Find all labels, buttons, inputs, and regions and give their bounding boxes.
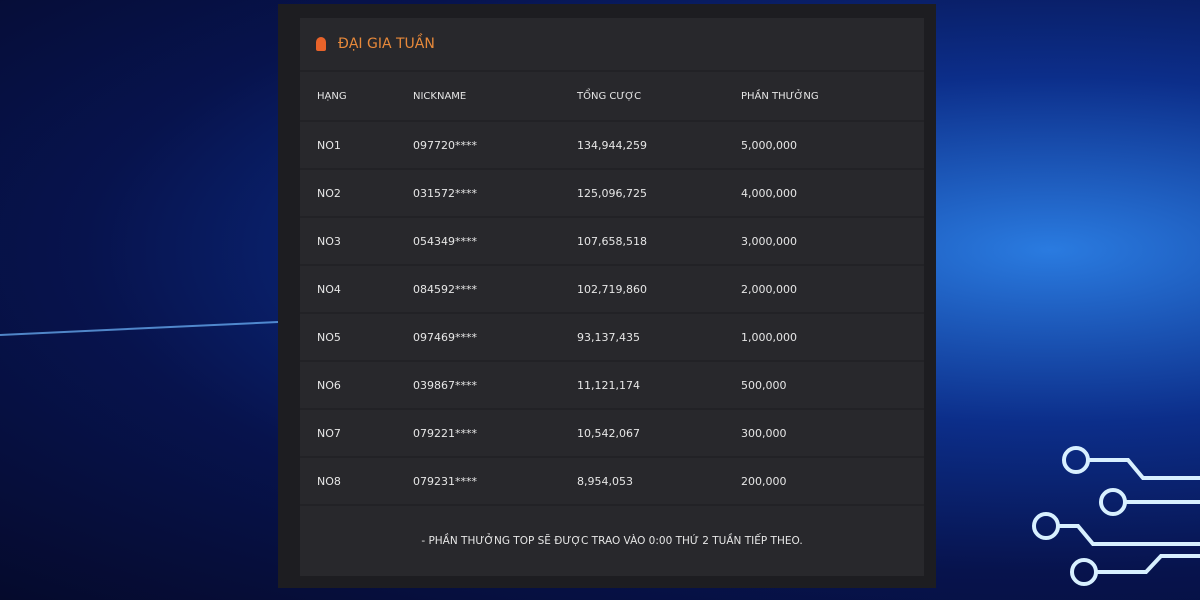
cell: 2,000,000 — [741, 282, 797, 296]
table-row: NO6 039867**** 11,121,174 500,000 — [300, 362, 924, 410]
title: ĐẠI GIA TUẦN — [338, 36, 435, 52]
cell: 107,658,518 — [577, 234, 647, 248]
table-row: NO5 097469**** 93,137,435 1,000,000 — [300, 314, 924, 362]
cell: 8,954,053 — [577, 474, 633, 488]
cell: 10,542,067 — [577, 426, 640, 440]
cell: 084592**** — [413, 282, 477, 296]
header: ĐẠI GIA TUẦN — [300, 18, 924, 72]
table-row: NO8 079231**** 8,954,053 200,000 — [300, 458, 924, 506]
cell: 097469**** — [413, 330, 477, 344]
cell: 079221**** — [413, 426, 477, 440]
panel: ĐẠI GIA TUẦN HẠNG NICKNAME TỔNG CƯỢC PHẦN T… — [278, 4, 936, 588]
cell: NO3 — [317, 234, 341, 248]
cell: 4,000,000 — [741, 186, 797, 200]
cell: 079231**** — [413, 474, 477, 488]
cell: 031572**** — [413, 186, 477, 200]
cell: 200,000 — [741, 474, 787, 488]
leaderboard: ĐẠI GIA TUẦN HẠNG NICKNAME TỔNG CƯỢC PHẦN T… — [300, 18, 924, 576]
medal-icon — [316, 37, 326, 51]
cell: 93,137,435 — [577, 330, 640, 344]
cell: 11,121,174 — [577, 378, 640, 392]
cell: NO7 — [317, 426, 341, 440]
cell: NO5 — [317, 330, 341, 344]
footer-note: - PHẦN THƯỞNG TOP SẼ ĐƯỢC TRAO VÀO 0:00 … — [421, 535, 803, 547]
cell: 125,096,725 — [577, 186, 647, 200]
column-header: PHẦN THƯỞNG — [741, 90, 819, 102]
table-row: NO7 079221**** 10,542,067 300,000 — [300, 410, 924, 458]
table-row: NO4 084592**** 102,719,860 2,000,000 — [300, 266, 924, 314]
cell: 500,000 — [741, 378, 787, 392]
cell: 1,000,000 — [741, 330, 797, 344]
table-row: NO1 097720**** 134,944,259 5,000,000 — [300, 122, 924, 170]
cell: 039867**** — [413, 378, 477, 392]
column-header: TỔNG CƯỢC — [577, 90, 642, 102]
cell: 054349**** — [413, 234, 477, 248]
cell: 300,000 — [741, 426, 787, 440]
table-row: NO3 054349**** 107,658,518 3,000,000 — [300, 218, 924, 266]
cell: 5,000,000 — [741, 138, 797, 152]
cell: NO4 — [317, 282, 341, 296]
cell: 134,944,259 — [577, 138, 647, 152]
cell: NO1 — [317, 138, 341, 152]
cell: NO6 — [317, 378, 341, 392]
cell: NO8 — [317, 474, 341, 488]
table-row: NO2 031572**** 125,096,725 4,000,000 — [300, 170, 924, 218]
header-row: HẠNG NICKNAME TỔNG CƯỢC PHẦN THƯỞNG — [300, 72, 924, 122]
cell: 3,000,000 — [741, 234, 797, 248]
column-header: NICKNAME — [413, 90, 467, 102]
cell: 097720**** — [413, 138, 477, 152]
cell: NO2 — [317, 186, 341, 200]
column-header: HẠNG — [317, 90, 347, 102]
cell: 102,719,860 — [577, 282, 647, 296]
